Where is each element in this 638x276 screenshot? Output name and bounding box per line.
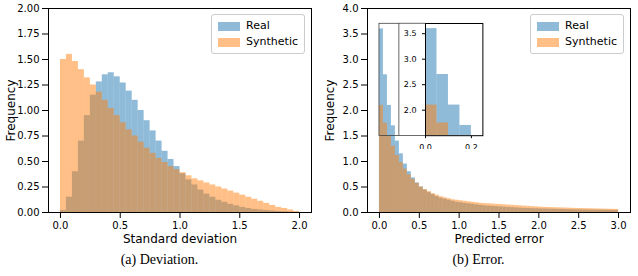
svg-text:2.00: 2.00 (17, 3, 39, 14)
html-text:(b) Error.: (b) Error. (452, 252, 505, 267)
svg-text:1.00: 1.00 (17, 105, 39, 116)
svg-text:2.0: 2.0 (343, 105, 359, 116)
svg-text:0.0: 0.0 (372, 220, 388, 231)
svg-text:0.75: 0.75 (17, 130, 39, 141)
svg-text:4.0: 4.0 (343, 3, 359, 14)
svg-text:2.5: 2.5 (404, 81, 417, 90)
svg-text:Frequency: Frequency (323, 80, 337, 142)
svg-text:0.50: 0.50 (17, 156, 39, 167)
svg-text:0.2: 0.2 (465, 144, 478, 150)
html-text:Real: Real (246, 19, 270, 32)
svg-text:0.0: 0.0 (343, 207, 359, 218)
svg-text:1.5: 1.5 (343, 130, 359, 141)
svg-text:0.0: 0.0 (53, 220, 69, 231)
svg-text:1.0: 1.0 (451, 220, 467, 231)
svg-text:3.0: 3.0 (343, 54, 359, 65)
svg-text:0.25: 0.25 (17, 181, 39, 192)
svg-text:2.0: 2.0 (404, 106, 417, 115)
svg-text:1.75: 1.75 (17, 28, 39, 39)
svg-text:1.0: 1.0 (343, 156, 359, 167)
html-text:Synthetic: Synthetic (565, 35, 617, 48)
html-text:(a) Deviation.: (a) Deviation. (120, 252, 199, 267)
svg-text:2.0: 2.0 (292, 220, 308, 231)
svg-text:3.0: 3.0 (404, 55, 417, 64)
svg-text:0.00: 0.00 (17, 207, 39, 218)
svg-text:Predicted error: Predicted error (454, 232, 543, 246)
svg-text:Standard deviation: Standard deviation (123, 232, 237, 246)
svg-text:2.5: 2.5 (571, 220, 587, 231)
svg-text:0.0: 0.0 (419, 144, 432, 150)
svg-text:1.25: 1.25 (17, 79, 39, 90)
svg-text:3.5: 3.5 (343, 28, 359, 39)
svg-text:0.5: 0.5 (411, 220, 427, 231)
svg-text:2.5: 2.5 (343, 79, 359, 90)
svg-text:0.5: 0.5 (112, 220, 128, 231)
svg-text:1.0: 1.0 (172, 220, 188, 231)
svg-text:1.5: 1.5 (232, 220, 248, 231)
svg-text:1.50: 1.50 (17, 54, 39, 65)
html-text:Synthetic: Synthetic (246, 35, 298, 48)
svg-text:3.0: 3.0 (611, 220, 627, 231)
svg-text:3.5: 3.5 (404, 30, 417, 39)
svg-text:1.5: 1.5 (491, 220, 507, 231)
svg-text:Frequency: Frequency (4, 80, 18, 142)
svg-text:0.5: 0.5 (343, 181, 359, 192)
svg-text:2.0: 2.0 (531, 220, 547, 231)
html-text:Real: Real (565, 19, 589, 32)
